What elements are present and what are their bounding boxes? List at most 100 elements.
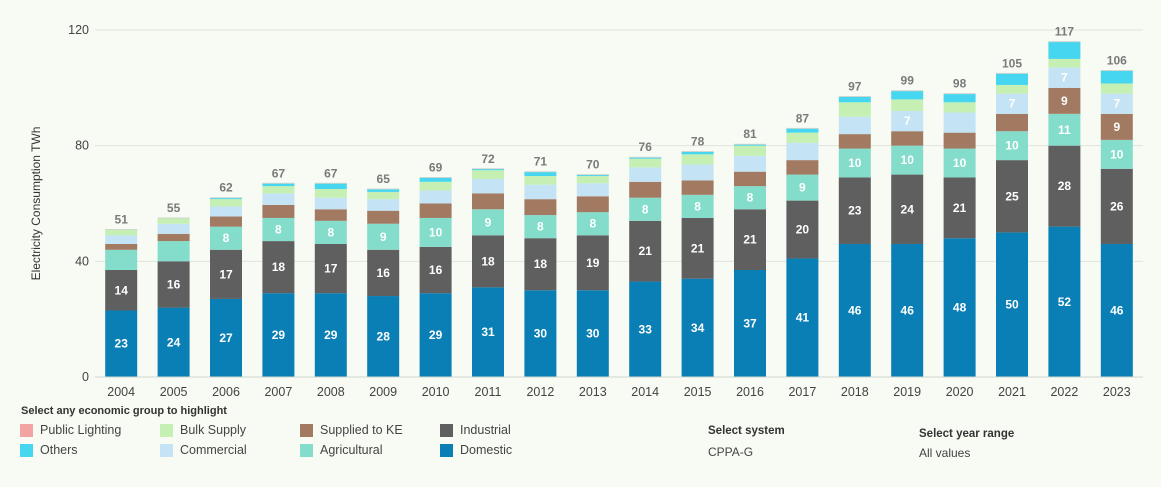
legend-label: Bulk Supply [180,423,247,437]
data-label: 10 [901,153,915,167]
data-label: 18 [481,254,495,268]
legend-grid: Public Lighting Bulk Supply Supplied to … [20,423,720,457]
data-label: 23 [848,204,862,218]
legend-item-public-lighting[interactable]: Public Lighting [20,423,160,437]
bar-segment-supplied-to-ke [891,131,924,146]
x-tick-label: 2004 [107,385,135,399]
bar-segment-others [891,90,924,100]
x-tick-label: 2017 [788,385,816,399]
bar-segment-domestic [681,278,714,377]
data-label: 33 [639,322,653,336]
legend-item-bulk-supply[interactable]: Bulk Supply [160,423,300,437]
bar-segment-commercial [838,116,871,135]
bar-segment-commercial [786,142,819,161]
legend-label: Agricultural [320,443,383,457]
bar-segment-supplied-to-ke [367,210,400,224]
total-label: 98 [953,77,967,91]
system-filter: Select system CPPA-G [708,425,785,459]
data-label: 46 [901,303,915,317]
data-label: 25 [1005,189,1019,203]
data-label: 21 [743,233,757,247]
data-label: 46 [848,303,862,317]
bar-segment-agricultural [105,249,138,271]
bar-segment-others [419,177,452,182]
bar-segment-supplied-to-ke [105,243,138,250]
bar-segment-others [314,183,347,190]
legend-item-industrial[interactable]: Industrial [440,423,580,437]
bar-segment-commercial [314,197,347,210]
x-tick-label: 2007 [264,385,292,399]
bar-segment-bulk-supply [262,186,295,194]
bar-segment-industrial [681,217,714,279]
bar-segment-bulk-supply [734,145,766,156]
bar-segment-bulk-supply [105,229,138,236]
bar-segment-industrial [262,241,295,294]
data-label: 52 [1058,295,1072,309]
bar-segment-bulk-supply [891,99,924,111]
data-label: 21 [953,201,967,215]
legend-item-agricultural[interactable]: Agricultural [300,443,440,457]
data-label: 29 [272,328,286,342]
legend-swatch-others [20,443,33,457]
legend-swatch-industrial [440,423,453,437]
legend-swatch-bulk-supply [160,423,173,437]
bar-segment-supplied-to-ke [576,196,609,213]
y-axis-title: Electricity Consumption TWh [29,127,43,281]
data-label: 37 [743,317,757,331]
legend-item-supplied-to-ke[interactable]: Supplied to KE [300,423,440,437]
legend-item-domestic[interactable]: Domestic [440,443,580,457]
data-label: 28 [1058,179,1072,193]
system-filter-value[interactable]: CPPA-G [708,445,754,459]
total-label: 71 [534,155,548,169]
bar-segment-agricultural [1048,113,1081,146]
bar-segment-bulk-supply [472,170,504,179]
data-label: 10 [1005,139,1019,153]
data-label: 27 [219,331,233,345]
bar-segment-commercial [891,110,924,132]
bar-segment-commercial [157,223,190,234]
bar-segment-bulk-supply [1048,58,1081,68]
total-label: 62 [219,181,233,195]
bar-segment-others [1048,41,1081,59]
total-label: 65 [377,172,391,186]
total-label: 81 [743,127,757,141]
bar-segment-domestic [367,296,400,377]
bar-segment-agricultural [629,197,662,221]
bar-segment-bulk-supply [419,181,452,191]
total-label: 55 [167,201,181,215]
data-label: 26 [1110,199,1124,213]
bar-segment-industrial [576,235,609,291]
bar-segment-domestic [1048,226,1081,377]
bar-segment-domestic [996,232,1028,377]
bar-segment-supplied-to-ke [838,134,871,149]
bar-segment-bulk-supply [943,102,976,113]
x-tick-label: 2022 [1050,385,1078,399]
data-label: 17 [324,262,338,276]
system-filter-label: Select system [708,425,785,437]
data-label: 28 [377,330,391,344]
year-range-filter-value[interactable]: All values [919,446,971,460]
bar-segment-domestic [629,281,662,377]
legend-label: Others [40,443,78,457]
data-label: 8 [223,231,230,245]
bar-segment-others [472,168,504,171]
data-label: 50 [1005,298,1019,312]
bar-segment-industrial [314,243,347,294]
bar-segment-commercial [629,167,662,182]
bar-segment-bulk-supply [314,189,347,198]
legend-item-others[interactable]: Others [20,443,160,457]
total-label: 106 [1107,53,1127,67]
bar-segment-supplied-to-ke [996,113,1028,132]
bar-segment-others [838,96,871,103]
bar-segment-others [210,197,242,200]
data-label: 14 [115,283,129,297]
bar-segment-agricultural [472,209,504,236]
bar-segment-commercial [576,183,609,197]
data-label: 19 [586,256,600,270]
legend-swatch-domestic [440,443,453,457]
bar-segment-domestic [105,310,138,377]
data-label: 18 [272,260,286,274]
legend-item-commercial[interactable]: Commercial [160,443,300,457]
bar-segment-commercial [262,193,295,205]
bar-segment-agricultural [1100,139,1133,169]
